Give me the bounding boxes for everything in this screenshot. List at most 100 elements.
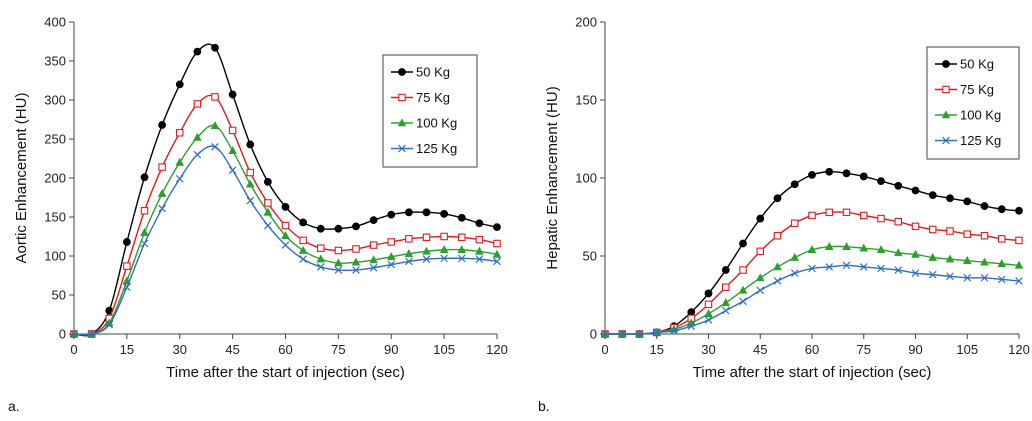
data-point bbox=[334, 246, 343, 255]
data-point bbox=[493, 257, 501, 266]
data-point bbox=[334, 258, 343, 267]
data-point bbox=[175, 157, 185, 166]
legend-label: 100 Kg bbox=[960, 108, 1001, 123]
data-point bbox=[704, 289, 713, 298]
data-point bbox=[87, 330, 96, 338]
data-point bbox=[756, 214, 765, 223]
x-tick-label: 105 bbox=[956, 342, 978, 357]
y-tick-label: 0 bbox=[59, 327, 66, 342]
y-tick-label: 50 bbox=[52, 288, 66, 303]
legend-item: 50 Kg bbox=[391, 65, 450, 80]
data-point bbox=[246, 168, 255, 177]
y-tick-label: 200 bbox=[44, 171, 66, 186]
data-point bbox=[211, 93, 219, 101]
legend-swatch-marker bbox=[942, 60, 950, 68]
y-axis-label: Aortic Enhancement (HU) bbox=[13, 93, 30, 264]
x-tick-label: 90 bbox=[908, 342, 922, 357]
data-point bbox=[773, 277, 782, 285]
data-point bbox=[997, 235, 1006, 243]
data-point bbox=[739, 297, 747, 306]
data-point bbox=[351, 257, 361, 266]
data-point bbox=[859, 172, 868, 181]
data-point bbox=[876, 245, 886, 254]
data-point bbox=[193, 150, 202, 159]
data-point bbox=[963, 230, 971, 238]
data-point bbox=[790, 180, 799, 189]
data-point bbox=[997, 205, 1006, 214]
series-125-kg bbox=[70, 142, 501, 338]
data-point bbox=[264, 199, 272, 207]
data-point bbox=[475, 246, 484, 255]
data-point bbox=[299, 218, 308, 227]
x-tick-label: 105 bbox=[433, 342, 455, 357]
data-point bbox=[457, 254, 466, 263]
data-point bbox=[997, 275, 1006, 284]
y-tick-label: 300 bbox=[44, 93, 66, 108]
data-point bbox=[808, 170, 816, 179]
data-point bbox=[281, 241, 290, 249]
legend-swatch-marker bbox=[398, 144, 406, 153]
data-point bbox=[387, 210, 396, 219]
data-point bbox=[842, 169, 851, 178]
data-point bbox=[790, 219, 799, 227]
data-point bbox=[175, 174, 184, 183]
data-point bbox=[475, 219, 484, 228]
data-point bbox=[228, 146, 237, 154]
series-75-kg bbox=[70, 93, 501, 338]
data-point bbox=[1015, 277, 1023, 285]
data-point bbox=[176, 129, 184, 137]
data-point bbox=[158, 163, 166, 171]
data-point bbox=[894, 217, 902, 226]
data-point bbox=[928, 225, 937, 234]
data-point bbox=[825, 167, 834, 176]
series-100-kg bbox=[600, 242, 1024, 338]
data-point bbox=[105, 320, 114, 329]
data-point bbox=[369, 255, 378, 264]
legend-item: 75 Kg bbox=[935, 82, 994, 97]
data-point bbox=[859, 243, 869, 252]
data-point bbox=[773, 194, 782, 203]
data-point bbox=[457, 213, 466, 222]
y-tick-label: 100 bbox=[575, 171, 597, 186]
data-point bbox=[859, 211, 868, 220]
y-tick-label: 150 bbox=[44, 210, 66, 225]
legend-item: 125 Kg bbox=[935, 133, 1001, 148]
legend-label: 50 Kg bbox=[416, 65, 450, 80]
legend-swatch-marker bbox=[942, 136, 950, 145]
x-tick-label: 120 bbox=[1008, 342, 1030, 357]
data-point bbox=[405, 257, 413, 266]
data-point bbox=[175, 80, 184, 89]
data-point bbox=[387, 238, 395, 246]
data-point bbox=[704, 309, 713, 318]
legend-item: 100 Kg bbox=[935, 108, 1001, 123]
x-tick-label: 90 bbox=[384, 342, 398, 357]
data-point bbox=[721, 298, 731, 307]
data-point bbox=[281, 231, 290, 240]
data-point bbox=[635, 330, 644, 338]
x-tick-label: 0 bbox=[601, 342, 608, 357]
data-point bbox=[422, 208, 431, 217]
data-point bbox=[299, 255, 307, 263]
data-point bbox=[440, 209, 449, 218]
x-tick-label: 75 bbox=[857, 342, 871, 357]
data-point bbox=[825, 263, 834, 271]
legend-swatch-marker bbox=[941, 110, 951, 119]
data-point bbox=[945, 254, 955, 263]
data-point bbox=[980, 274, 989, 282]
data-point bbox=[877, 177, 885, 186]
data-point bbox=[493, 223, 501, 232]
data-point bbox=[123, 262, 131, 270]
data-point bbox=[140, 207, 149, 215]
data-point bbox=[387, 260, 396, 269]
data-point bbox=[405, 235, 413, 243]
data-point bbox=[859, 263, 868, 271]
data-point bbox=[790, 252, 800, 261]
data-point bbox=[704, 316, 713, 324]
data-point bbox=[739, 266, 747, 274]
legend-swatch-marker bbox=[398, 68, 406, 76]
x-tick-label: 120 bbox=[486, 342, 508, 357]
data-point bbox=[808, 264, 816, 273]
series-line bbox=[605, 245, 1020, 335]
data-point bbox=[316, 263, 325, 271]
data-point bbox=[140, 173, 149, 182]
